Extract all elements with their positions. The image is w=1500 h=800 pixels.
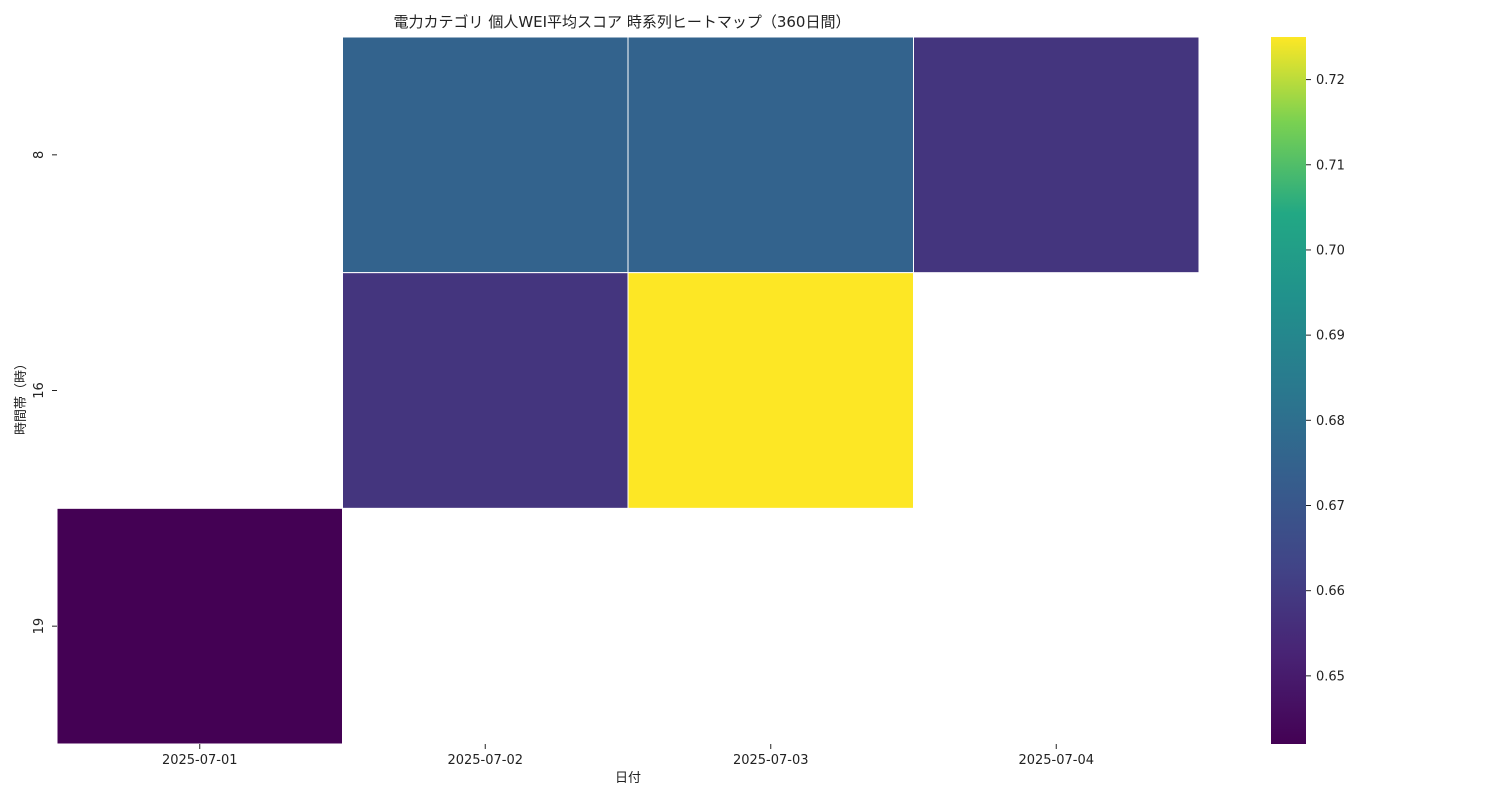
colorbar-tick-label: 0.71 (1316, 158, 1345, 173)
colorbar-tick-label: 0.67 (1316, 499, 1345, 514)
colorbar-tick-label: 0.66 (1316, 584, 1345, 599)
y-tick-label: 8 (32, 151, 47, 159)
heatmap-cell (342, 272, 629, 509)
colorbar-tick-label: 0.68 (1316, 414, 1345, 429)
x-tick-label: 2025-07-03 (733, 753, 809, 768)
colorbar-tick-label: 0.69 (1316, 329, 1345, 344)
colorbar (1271, 37, 1306, 744)
heatmap-cell (627, 272, 914, 509)
colorbar-tick-label: 0.65 (1316, 669, 1345, 684)
heatmap-cell (56, 507, 343, 745)
colorbar-tick-label: 0.70 (1316, 243, 1345, 258)
y-tick-label: 16 (32, 382, 47, 399)
colorbar-ticks: 0.65 0.66 0.67 0.68 0.69 0.70 0.71 0.72 (1306, 73, 1345, 684)
y-axis-ticks: 8 16 19 (32, 151, 57, 635)
x-tick-label: 2025-07-02 (447, 753, 523, 768)
x-tick-label: 2025-07-01 (162, 753, 238, 768)
x-axis-label: 日付 (615, 771, 641, 786)
y-tick-label: 19 (32, 618, 47, 635)
y-axis-label: 時間帯（時） (14, 357, 29, 435)
x-axis-ticks: 2025-07-01 2025-07-02 2025-07-03 2025-07-04 (162, 744, 1094, 768)
chart-title: 電力カテゴリ 個人WEI平均スコア 時系列ヒートマップ（360日間） (394, 13, 851, 31)
heatmap-cell (342, 36, 629, 274)
heatmap-cells (56, 36, 1200, 745)
heatmap-cell (627, 36, 914, 274)
x-tick-label: 2025-07-04 (1018, 753, 1094, 768)
colorbar-tick-label: 0.72 (1316, 73, 1345, 88)
heatmap-cell (913, 36, 1200, 274)
